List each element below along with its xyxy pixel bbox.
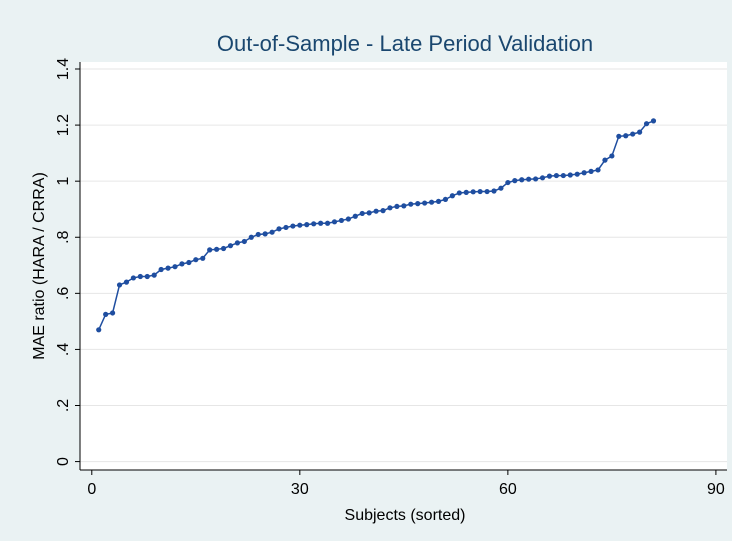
y-tick-label: 1 [55,177,72,186]
data-point [123,279,130,285]
data-point [387,205,393,211]
data-point [609,153,615,159]
data-point [345,216,351,222]
data-point [234,240,241,246]
data-point [193,257,199,263]
data-point [283,224,289,231]
data-point [380,208,386,214]
y-axis-label: MAE ratio (HARA / CRRA) [31,172,48,360]
data-point [643,121,650,127]
data-point [255,231,261,238]
plot-area [80,62,727,470]
data-point [630,131,636,137]
data-point [498,185,504,191]
x-tick-label: 30 [291,481,309,498]
data-point [137,273,143,280]
data-point [144,273,150,280]
data-point [290,223,296,229]
data-point [394,203,400,210]
data-point [318,220,324,226]
data-point [331,219,338,225]
data-point [456,190,462,196]
data-point [546,173,553,179]
y-tick-label: 0 [55,457,72,466]
data-point [435,198,442,204]
data-point [567,172,573,178]
data-point [241,238,247,245]
data-point [220,245,227,252]
data-point [422,200,428,206]
data-point [574,171,580,177]
y-tick-label: .6 [55,287,72,300]
data-point [297,222,303,228]
data-point [581,170,587,176]
data-point [96,327,102,333]
data-point [616,133,622,139]
data-point [352,213,358,219]
data-point [338,217,345,224]
data-point [595,167,601,173]
data-point [116,282,123,288]
data-point [186,259,192,266]
data-point [227,243,234,249]
y-tick-label: 1.4 [55,58,72,80]
data-point [553,172,560,179]
y-tick-label: .4 [55,343,72,356]
data-point [200,255,206,261]
data-point [324,220,331,226]
data-point [172,264,178,270]
data-point [109,310,116,316]
data-point [602,157,608,163]
data-point [408,201,414,207]
data-point [428,199,435,205]
chart-title: Out-of-Sample - Late Period Validation [217,31,593,56]
y-tick-label: .2 [55,399,72,412]
data-point [248,234,254,240]
data-point [463,189,469,195]
data-point [262,231,268,237]
data-point [539,175,546,181]
x-tick-label: 0 [87,481,96,498]
data-point [484,188,490,195]
data-point [533,176,539,182]
data-point [359,210,365,217]
data-point [103,311,109,317]
x-tick-label: 60 [499,481,517,498]
data-point [276,226,282,232]
data-point [304,222,310,228]
data-point [366,210,372,216]
data-point [165,265,171,271]
data-point [519,177,525,183]
data-point [401,203,407,209]
data-point [588,168,594,174]
data-point [560,172,566,179]
data-point [442,196,449,203]
data-point [179,261,185,267]
data-point [512,178,518,184]
data-point [650,118,657,124]
data-point [207,247,213,253]
data-point [505,179,511,186]
data-point [269,229,275,235]
data-point [470,189,476,195]
y-tick-label: 1.2 [55,114,72,136]
y-tick-label: .8 [55,230,72,243]
x-axis-label: Subjects (sorted) [345,507,466,524]
data-point [637,129,643,135]
data-point [623,133,629,139]
data-point [311,221,317,227]
data-point [449,193,455,199]
x-tick-label: 90 [707,481,725,498]
data-point [151,272,157,278]
data-point [158,266,164,273]
data-point [130,275,136,281]
data-point [491,188,497,194]
data-point [214,246,220,252]
data-point [373,208,379,214]
data-point [526,176,532,182]
data-point [477,188,483,195]
data-point [415,201,421,207]
